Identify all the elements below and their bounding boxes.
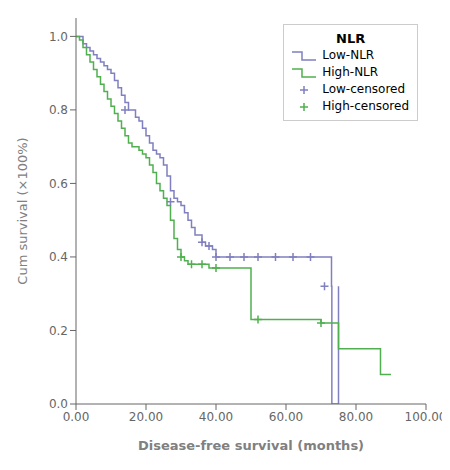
html-text:NLR: NLR: [336, 31, 366, 46]
svg-text:0.4: 0.4: [49, 250, 68, 264]
svg-text:Disease-free survival (months): Disease-free survival (months): [138, 438, 364, 453]
svg-text:20.00: 20.00: [129, 410, 163, 424]
svg-text:0.0: 0.0: [49, 397, 68, 411]
html-text:High-NLR: High-NLR: [322, 65, 379, 79]
svg-text:60.00: 60.00: [269, 410, 303, 424]
svg-text:40.00: 40.00: [199, 410, 233, 424]
html-text:Low-NLR: Low-NLR: [322, 48, 375, 62]
svg-text:100.00: 100.00: [405, 410, 443, 424]
svg-text:0.8: 0.8: [49, 103, 68, 117]
svg-text:0.6: 0.6: [49, 177, 68, 191]
svg-text:0.2: 0.2: [49, 324, 68, 338]
svg-text:0.00: 0.00: [63, 410, 90, 424]
svg-text:1.0: 1.0: [49, 30, 68, 44]
svg-text:80.00: 80.00: [339, 410, 373, 424]
html-text:High-censored: High-censored: [322, 99, 409, 113]
html-text:Low-censored: Low-censored: [322, 82, 405, 96]
svg-text:Cum survival (×100%): Cum survival (×100%): [15, 137, 30, 284]
